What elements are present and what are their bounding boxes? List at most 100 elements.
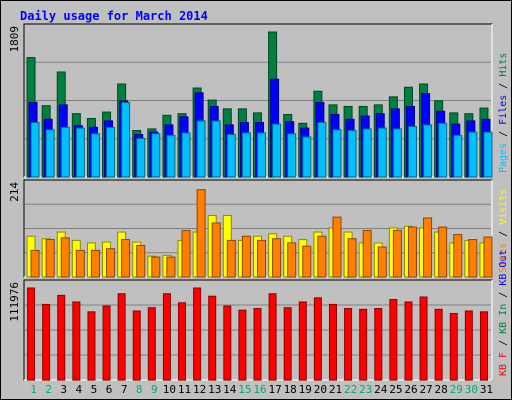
bar-pages bbox=[151, 133, 161, 178]
chart-title: Daily usage for March 2014 bbox=[20, 9, 208, 23]
panel-legend: Pages / Files / Hits bbox=[498, 53, 509, 173]
bar-pages bbox=[241, 132, 251, 178]
bar-pages bbox=[196, 120, 206, 178]
bar-kb-f bbox=[464, 310, 473, 381]
legend-entry: KB Out bbox=[498, 250, 509, 286]
bar-kb-f bbox=[449, 312, 458, 381]
x-tick-label: 16 bbox=[253, 383, 266, 396]
bar-sites bbox=[362, 229, 372, 278]
bar-pages bbox=[377, 127, 387, 178]
bar-pages bbox=[302, 136, 312, 178]
bar-sites bbox=[181, 229, 191, 278]
bar-pages bbox=[438, 122, 448, 178]
legend-separator: / bbox=[498, 225, 509, 243]
y-max-label: 111976 bbox=[8, 282, 21, 322]
bar-kb-f bbox=[238, 309, 247, 381]
bar-pages bbox=[226, 134, 236, 178]
bar-pages bbox=[45, 129, 55, 178]
bar-sites bbox=[60, 237, 70, 278]
bar-pages bbox=[60, 126, 70, 178]
x-tick-label: 12 bbox=[193, 383, 206, 396]
x-tick-label: 17 bbox=[268, 383, 281, 396]
panel-sites-visits: 214 Sites / Visits bbox=[8, 179, 509, 278]
bar-sites bbox=[241, 235, 251, 278]
bar-sites bbox=[377, 246, 387, 278]
x-tick-label: 2 bbox=[45, 383, 52, 396]
bar-kb-f bbox=[328, 303, 337, 381]
bar-pages bbox=[136, 138, 146, 178]
bar-pages bbox=[392, 128, 402, 178]
bar-sites bbox=[166, 256, 176, 278]
bar-pages bbox=[362, 128, 372, 178]
bar-kb-f bbox=[313, 297, 322, 381]
bar-pages bbox=[453, 134, 463, 178]
bar-pages bbox=[90, 133, 100, 178]
x-tick-label: 9 bbox=[151, 383, 158, 396]
bar-kb-f bbox=[117, 293, 126, 381]
x-tick-label: 14 bbox=[223, 383, 237, 396]
y-max-label: 1809 bbox=[8, 26, 21, 53]
x-tick-label: 13 bbox=[208, 383, 221, 396]
series-kb-f bbox=[27, 287, 488, 381]
bar-pages bbox=[30, 121, 40, 178]
bar-pages bbox=[468, 131, 478, 178]
bar-pages bbox=[483, 131, 493, 178]
x-tick-label: 4 bbox=[76, 383, 83, 396]
bar-sites bbox=[317, 235, 327, 278]
panel-legend: Sites / Visits bbox=[498, 189, 509, 273]
x-tick-label: 15 bbox=[238, 383, 251, 396]
bar-sites bbox=[453, 234, 463, 278]
bar-kb-f bbox=[178, 302, 187, 381]
bar-kb-f bbox=[479, 311, 488, 381]
bar-pages bbox=[407, 126, 417, 178]
bar-kb-f bbox=[374, 308, 383, 381]
bar-kb-f bbox=[193, 287, 202, 381]
legend-entry: Hits bbox=[498, 53, 509, 77]
bar-kb-f bbox=[419, 296, 428, 381]
bar-sites bbox=[287, 242, 297, 278]
x-tick-label: 8 bbox=[136, 383, 143, 396]
bar-kb-f bbox=[223, 305, 232, 381]
bar-kb-f bbox=[87, 311, 96, 381]
x-tick-label: 22 bbox=[344, 383, 357, 396]
x-tick-label: 31 bbox=[480, 383, 493, 396]
bar-sites bbox=[392, 229, 402, 278]
bar-sites bbox=[106, 248, 116, 278]
legend-entry: Visits bbox=[498, 189, 509, 225]
bar-sites bbox=[151, 256, 161, 278]
x-tick-label: 20 bbox=[314, 383, 327, 396]
bar-kb-f bbox=[162, 293, 171, 381]
bar-sites bbox=[136, 244, 146, 278]
bar-kb-f bbox=[72, 301, 81, 381]
bar-pages bbox=[166, 134, 176, 178]
bar-pages bbox=[211, 120, 221, 178]
series-sites bbox=[30, 189, 493, 278]
bar-kb-f bbox=[42, 303, 51, 381]
bar-pages bbox=[181, 132, 191, 178]
legend-separator: / bbox=[498, 334, 509, 352]
bar-sites bbox=[302, 245, 312, 278]
bar-pages bbox=[75, 127, 85, 178]
bar-kb-f bbox=[253, 308, 262, 381]
x-tick-label: 24 bbox=[374, 383, 388, 396]
legend-entry: Pages bbox=[498, 143, 509, 173]
x-tick-label: 27 bbox=[419, 383, 432, 396]
bar-kb-f bbox=[283, 307, 292, 381]
legend-entry: KB F bbox=[498, 352, 509, 376]
bar-kb-f bbox=[147, 307, 156, 381]
legend-entry: Sites bbox=[498, 243, 509, 273]
bar-kb-f bbox=[389, 298, 398, 381]
bar-pages bbox=[287, 133, 297, 178]
bar-sites bbox=[30, 249, 40, 278]
bar-kb-f bbox=[404, 301, 413, 381]
bar-sites bbox=[75, 249, 85, 278]
x-tick-label: 30 bbox=[465, 383, 478, 396]
x-tick-label: 11 bbox=[178, 383, 191, 396]
bar-kb-f bbox=[359, 308, 368, 381]
y-max-label: 214 bbox=[8, 182, 21, 202]
bar-kb-f bbox=[298, 301, 307, 381]
series-pages bbox=[30, 101, 493, 178]
x-tick-label: 19 bbox=[299, 383, 312, 396]
